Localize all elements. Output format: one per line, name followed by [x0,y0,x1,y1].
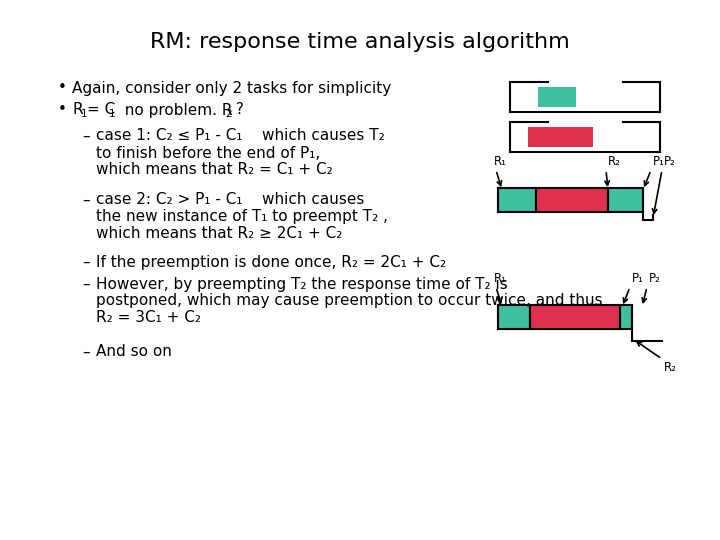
Text: •: • [58,80,67,96]
Text: –: – [82,254,89,269]
Text: –: – [82,192,89,207]
Text: which means that R₂ ≥ 2C₁ + C₂: which means that R₂ ≥ 2C₁ + C₂ [96,226,343,241]
Text: RM: response time analysis algorithm: RM: response time analysis algorithm [150,32,570,52]
Text: 1: 1 [109,109,116,119]
Text: P₁: P₁ [632,272,644,285]
Text: the new instance of T₁ to preempt T₂ ,: the new instance of T₁ to preempt T₂ , [96,210,388,225]
Bar [530,305,620,329]
Text: 2: 2 [225,109,232,119]
Text: –: – [82,129,89,144]
Text: –: – [82,276,89,292]
Bar [538,87,576,107]
Text: If the preemption is done once, R₂ = 2C₁ + C₂: If the preemption is done once, R₂ = 2C₁… [96,254,446,269]
Text: –: – [82,345,89,360]
Text: P₂: P₂ [664,155,676,168]
Text: R₁: R₁ [494,272,507,285]
Text: case 2: C₂ > P₁ - C₁    which causes: case 2: C₂ > P₁ - C₁ which causes [96,192,364,207]
Text: which means that R₂ = C₁ + C₂: which means that R₂ = C₁ + C₂ [96,163,333,178]
Text: to finish before the end of P₁,: to finish before the end of P₁, [96,145,320,160]
Text: R₁: R₁ [494,155,507,168]
Bar [536,188,608,212]
Text: P₁: P₁ [653,155,665,168]
Text: And so on: And so on [96,345,172,360]
Text: However, by preempting T₂ the response time of T₂ is: However, by preempting T₂ the response t… [96,276,508,292]
Text: case 1: C₂ ≤ P₁ - C₁    which causes T₂: case 1: C₂ ≤ P₁ - C₁ which causes T₂ [96,129,384,144]
Text: R: R [72,103,83,118]
Text: = C: = C [87,103,115,118]
Text: ?: ? [231,103,244,118]
Text: 1: 1 [81,109,88,119]
Bar [608,188,643,212]
Bar [498,188,536,212]
Bar [620,305,632,329]
Bar [528,127,593,147]
Text: •: • [58,103,67,118]
Text: no problem. R: no problem. R [115,103,233,118]
Text: R₂ = 3C₁ + C₂: R₂ = 3C₁ + C₂ [96,310,201,326]
Bar [498,305,530,329]
Text: Again, consider only 2 tasks for simplicity: Again, consider only 2 tasks for simplic… [72,80,391,96]
Text: R₂: R₂ [664,361,677,374]
Text: P₂: P₂ [649,272,661,285]
Text: postponed, which may cause preemption to occur twice, and thus: postponed, which may cause preemption to… [96,294,603,308]
Text: R₂: R₂ [608,155,621,168]
